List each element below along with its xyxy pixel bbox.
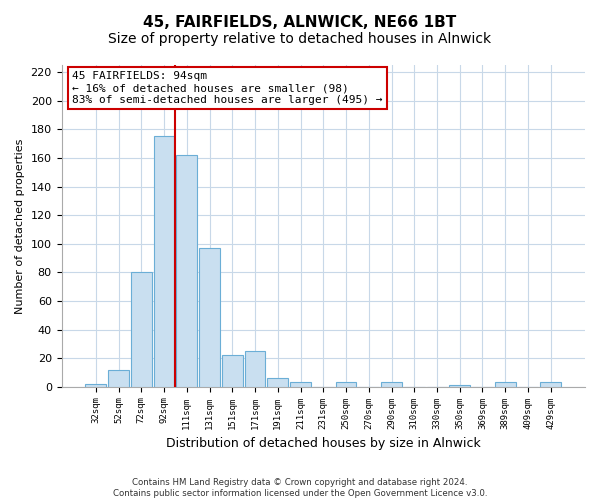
Bar (176, 155, 197, 386)
X-axis label: Distribution of detached houses by size in Alnwick: Distribution of detached houses by size … (166, 437, 481, 450)
Bar (381, 382, 402, 386)
Bar (108, 370, 129, 386)
Text: Size of property relative to detached houses in Alnwick: Size of property relative to detached ho… (109, 32, 491, 46)
Bar (245, 351, 265, 386)
Bar (154, 136, 175, 386)
Text: 45, FAIRFIELDS, ALNWICK, NE66 1BT: 45, FAIRFIELDS, ALNWICK, NE66 1BT (143, 15, 457, 30)
Bar (85, 384, 106, 386)
Text: 45 FAIRFIELDS: 94sqm
← 16% of detached houses are smaller (98)
83% of semi-detac: 45 FAIRFIELDS: 94sqm ← 16% of detached h… (72, 72, 382, 104)
Bar (199, 248, 220, 386)
Bar (540, 382, 561, 386)
Bar (131, 272, 152, 386)
Text: Contains HM Land Registry data © Crown copyright and database right 2024.
Contai: Contains HM Land Registry data © Crown c… (113, 478, 487, 498)
Bar (268, 378, 288, 386)
Y-axis label: Number of detached properties: Number of detached properties (15, 138, 25, 314)
Bar (222, 355, 243, 386)
Bar (290, 382, 311, 386)
Bar (495, 382, 516, 386)
Bar (335, 382, 356, 386)
